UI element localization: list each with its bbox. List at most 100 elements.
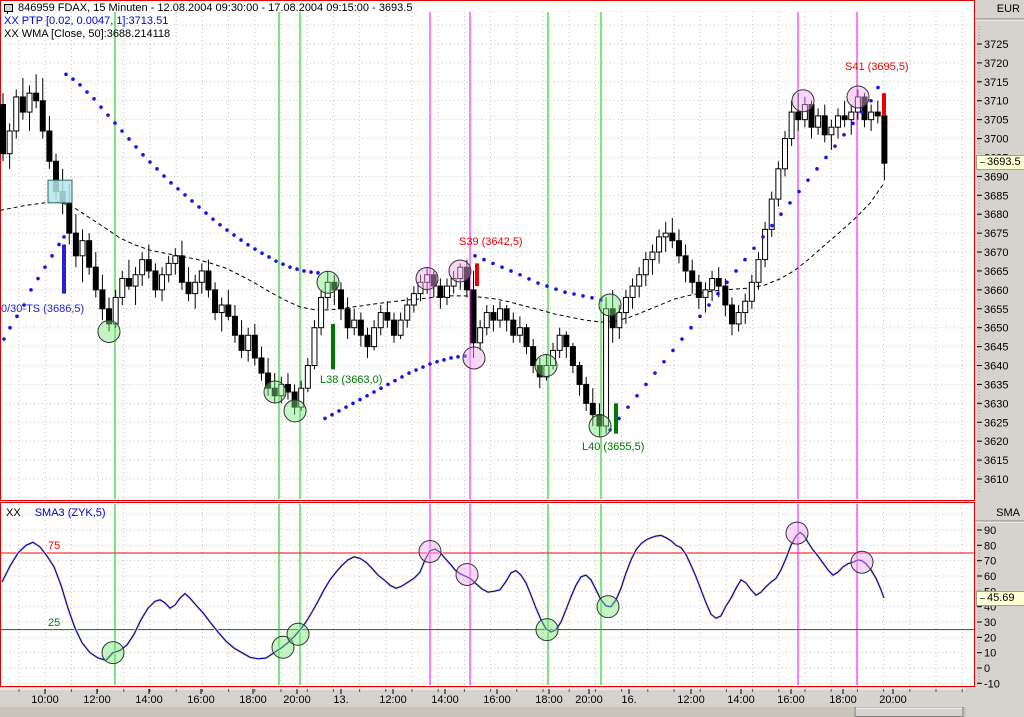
- candle-body: [841, 115, 848, 121]
- candle-body: [66, 202, 73, 234]
- indicator-label-sma[interactable]: XX SMA3 (ZYK,5): [6, 507, 106, 519]
- ptp-dot: [176, 187, 180, 191]
- candle-body: [781, 138, 788, 170]
- ptp-dot: [572, 292, 576, 296]
- ptp-dot: [698, 314, 702, 319]
- time-label: 20:00: [283, 694, 311, 706]
- ptp-dot: [78, 83, 82, 87]
- ptp-dot: [148, 160, 152, 164]
- time-label: 16:00: [483, 694, 511, 706]
- candle-body: [324, 281, 331, 298]
- candle-body: [629, 285, 636, 298]
- candle-body: [742, 300, 749, 314]
- time-label: 14:00: [135, 694, 163, 706]
- candle-body: [231, 315, 238, 336]
- ptp-dot: [190, 199, 194, 203]
- candle-body: [728, 304, 735, 325]
- ptp-dot: [860, 110, 864, 114]
- ptp-dot: [288, 265, 292, 269]
- ptp-dot: [869, 98, 873, 103]
- price-tick-label: 3670: [984, 247, 1008, 259]
- ptp-dot: [113, 121, 117, 125]
- sma-line: [1, 531, 885, 661]
- candle-body: [762, 228, 769, 261]
- candle-body: [92, 266, 99, 291]
- sma-axis-header: SMA: [996, 507, 1020, 519]
- sma-visibility-glyph: XX: [6, 507, 21, 519]
- ptp-dot: [554, 287, 558, 291]
- ptp-dot: [518, 272, 522, 277]
- candle-body: [258, 357, 265, 374]
- candle-body: [384, 312, 391, 321]
- price-tick-label: 3630: [984, 398, 1008, 410]
- time-axis[interactable]: [0, 689, 966, 706]
- price-tick-label: 3690: [984, 171, 1008, 183]
- candle-body: [523, 327, 530, 348]
- ptp-dot: [509, 269, 513, 273]
- ptp-dot: [545, 284, 549, 288]
- indicator-label-wma[interactable]: XX WMA [Close, 50]:3688.214118: [4, 28, 171, 40]
- candle-body: [609, 308, 616, 329]
- price-tick-label: 3720: [984, 58, 1008, 70]
- candle-body: [26, 92, 33, 113]
- h-scrollbar-track[interactable]: [0, 707, 966, 717]
- signal-circle: [448, 259, 472, 283]
- ptp-dot: [421, 365, 425, 369]
- ptp-dot: [707, 303, 711, 307]
- ptp-dot: [491, 261, 495, 266]
- candle-body: [768, 198, 775, 230]
- chart-title-row: 846959 FDAX, 15 Minuten - 12.08.2004 09:…: [4, 2, 412, 14]
- candle-body: [682, 255, 689, 272]
- price-axis-header: EUR: [996, 3, 1020, 15]
- candle-body: [583, 383, 590, 404]
- window-pin-icon[interactable]: [4, 4, 13, 14]
- price-tick-label: 3700: [984, 134, 1008, 146]
- signal-label: S41 (3695,5): [845, 61, 909, 73]
- ptp-dot: [473, 254, 477, 258]
- ptp-dot: [617, 416, 621, 421]
- price-tick-label: 3625: [984, 417, 1008, 429]
- ptp-dot: [644, 382, 648, 387]
- candle-body: [145, 259, 152, 272]
- ptp-dot: [680, 337, 684, 341]
- candle-body: [397, 319, 404, 336]
- ptp-dot: [295, 267, 299, 271]
- candle-body: [603, 308, 610, 427]
- candle-body: [318, 296, 325, 329]
- ptp-dot: [8, 325, 12, 330]
- candle-body: [775, 168, 782, 200]
- ptp-dot: [442, 358, 446, 362]
- ptp-dot: [626, 405, 630, 409]
- ptp-dot: [309, 270, 313, 274]
- ptp-dot: [407, 371, 411, 375]
- ptp-dot: [239, 238, 243, 242]
- signal-circle: [97, 319, 121, 343]
- candle-body: [463, 266, 470, 291]
- indicator-label-ptp[interactable]: XX PTP [0.02, 0.0047, 1]:3713.51: [4, 15, 169, 27]
- last-value-box: 45.69: [976, 591, 1024, 606]
- candle-body: [218, 304, 225, 314]
- price-panel: [0, 0, 975, 501]
- signal-circle: [846, 85, 870, 109]
- candle-body: [616, 312, 623, 329]
- candle-body: [251, 334, 258, 359]
- candle-body: [13, 96, 20, 132]
- signal-circle: [791, 89, 815, 113]
- ptp-dot: [22, 303, 26, 307]
- candle-body: [165, 262, 172, 276]
- candle-body: [808, 104, 815, 128]
- sma-tick-label: 30: [984, 617, 996, 629]
- ptp-dot: [581, 294, 585, 298]
- price-tick-label: 3640: [984, 361, 1008, 373]
- ptp-dot: [218, 223, 222, 227]
- ptp-dot: [15, 314, 19, 319]
- sma-tick-label: 10: [984, 648, 996, 660]
- ptp-dot: [29, 288, 33, 292]
- h-scrollbar-thumb[interactable]: [854, 707, 964, 717]
- ptp-dot: [232, 233, 236, 237]
- chart-title: 846959 FDAX, 15 Minuten - 12.08.2004 09:…: [18, 2, 413, 14]
- ptp-dot: [806, 178, 810, 182]
- tick-mark: [980, 161, 985, 163]
- level-label: 25: [48, 616, 61, 629]
